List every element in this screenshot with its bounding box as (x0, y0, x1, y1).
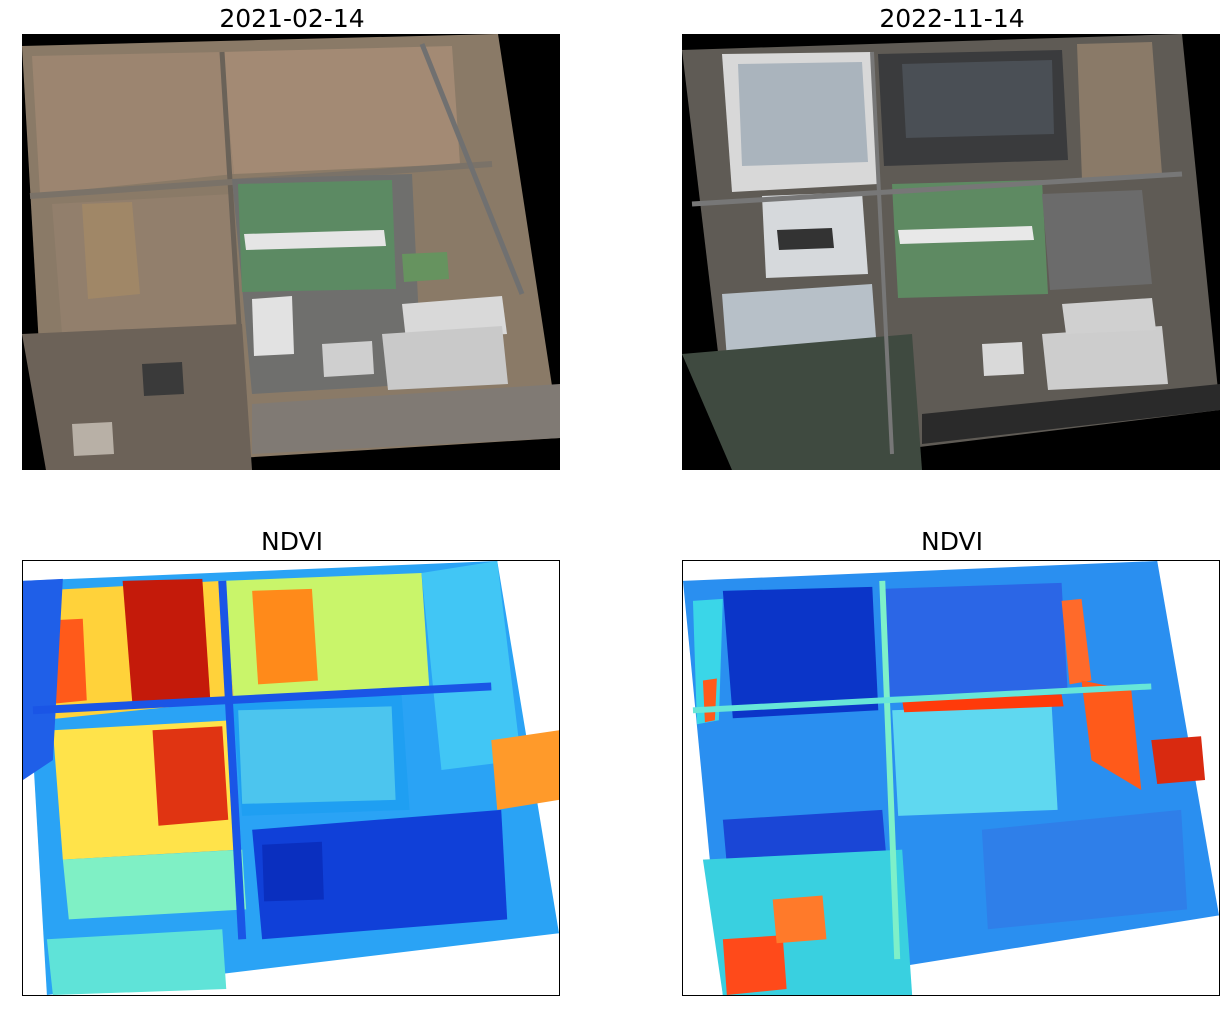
ndvi-map-2021 (22, 560, 560, 996)
panel-title-2022: 2022-11-14 (879, 4, 1025, 33)
satellite-image-2022 (682, 34, 1220, 470)
panel-title-ndvi-right: NDVI (921, 527, 983, 556)
panel-title-2021: 2021-02-14 (219, 4, 365, 33)
ndvi-map-2022 (682, 560, 1220, 996)
panel-title-ndvi-left: NDVI (261, 527, 323, 556)
satellite-image-2021 (22, 34, 560, 470)
